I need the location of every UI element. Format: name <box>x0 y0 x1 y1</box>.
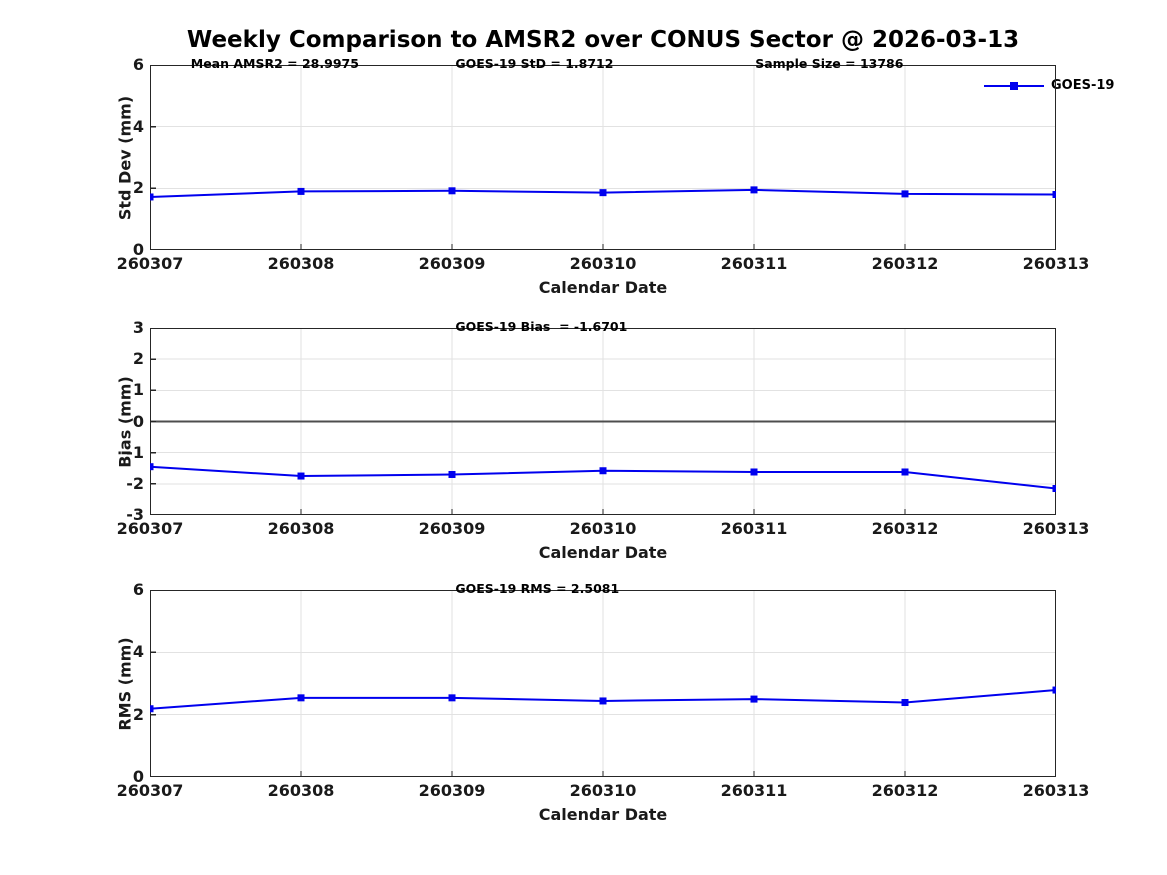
x-tick-label: 260309 <box>418 254 486 273</box>
x-tick-label: 260310 <box>569 254 637 273</box>
subplot-std-dev <box>150 65 1056 250</box>
y-tick-label: -3 <box>126 505 144 524</box>
y-tick-label: 4 <box>132 116 144 136</box>
data-point-marker <box>750 468 758 476</box>
x-tick-label: 260308 <box>267 519 335 538</box>
y-tick-label: 0 <box>132 240 144 259</box>
subplot-bias <box>150 328 1056 515</box>
data-point-marker <box>750 186 758 194</box>
x-tick-label: 260310 <box>569 519 637 538</box>
x-axis-label-subplot-2: Calendar Date <box>538 543 668 562</box>
x-tick-label: 260307 <box>116 254 184 273</box>
x-tick-label: 260309 <box>418 781 486 800</box>
data-point-marker <box>297 472 305 480</box>
data-point-marker <box>750 695 758 703</box>
y-tick-label: 2 <box>132 704 144 724</box>
y-tick-label: 2 <box>132 178 144 198</box>
y-axis-label-std-dev: Std Dev (mm) <box>115 95 135 221</box>
data-point-marker <box>901 190 909 198</box>
data-point-marker <box>448 187 456 195</box>
stat-annotation: Sample Size = 13786 <box>755 56 904 71</box>
data-point-marker <box>150 193 154 201</box>
x-tick-label: 260311 <box>720 781 788 800</box>
data-point-marker <box>297 187 305 195</box>
x-axis-label-subplot-1: Calendar Date <box>538 278 668 297</box>
x-tick-label: 260313 <box>1022 781 1090 800</box>
data-point-marker <box>150 705 154 713</box>
x-tick-label: 260307 <box>116 781 184 800</box>
stat-annotation: Mean AMSR2 = 28.9975 <box>190 56 359 71</box>
data-point-marker <box>1052 686 1056 694</box>
y-tick-label: 6 <box>132 580 144 599</box>
x-tick-label: 260312 <box>871 781 939 800</box>
data-point-marker <box>599 189 607 197</box>
x-tick-label: 260308 <box>267 254 335 273</box>
chart-title: Weekly Comparison to AMSR2 over CONUS Se… <box>186 27 1020 53</box>
x-tick-label: 260313 <box>1022 254 1090 273</box>
legend-label: GOES-19 <box>1051 78 1115 93</box>
data-point-marker <box>901 699 909 707</box>
y-tick-label: 6 <box>132 55 144 74</box>
x-tick-label: 260312 <box>871 254 939 273</box>
x-tick-label: 260309 <box>418 519 486 538</box>
data-point-marker <box>901 468 909 476</box>
stat-annotation: GOES-19 StD = 1.8712 <box>455 56 614 71</box>
y-tick-label: -1 <box>126 442 144 462</box>
data-point-marker <box>448 470 456 478</box>
y-tick-label: 3 <box>132 318 144 337</box>
y-tick-label: 2 <box>132 349 144 369</box>
y-tick-label: 4 <box>132 642 144 662</box>
x-axis-label-subplot-3: Calendar Date <box>538 805 668 824</box>
x-tick-label: 260312 <box>871 519 939 538</box>
y-tick-label: -2 <box>126 473 144 493</box>
x-tick-label: 260308 <box>267 781 335 800</box>
x-tick-label: 260313 <box>1022 519 1090 538</box>
subplot-rms <box>150 590 1056 777</box>
x-tick-label: 260307 <box>116 519 184 538</box>
data-point-marker <box>150 463 154 471</box>
data-point-marker <box>448 694 456 702</box>
data-point-marker <box>599 467 607 475</box>
data-point-marker <box>1052 485 1056 493</box>
data-point-marker <box>297 694 305 702</box>
x-tick-label: 260311 <box>720 519 788 538</box>
data-point-marker <box>599 697 607 705</box>
data-point-marker <box>1052 191 1056 198</box>
legend: GOES-19 <box>983 78 1114 93</box>
x-tick-label: 260310 <box>569 781 637 800</box>
y-tick-label: 0 <box>132 767 144 786</box>
legend-line-marker-icon <box>984 81 1044 90</box>
y-tick-label: 1 <box>132 380 144 400</box>
stat-annotation: GOES-19 Bias = -1.6701 <box>455 319 628 334</box>
y-tick-label: 0 <box>132 411 144 431</box>
x-tick-label: 260311 <box>720 254 788 273</box>
stat-annotation: GOES-19 RMS = 2.5081 <box>455 581 620 596</box>
